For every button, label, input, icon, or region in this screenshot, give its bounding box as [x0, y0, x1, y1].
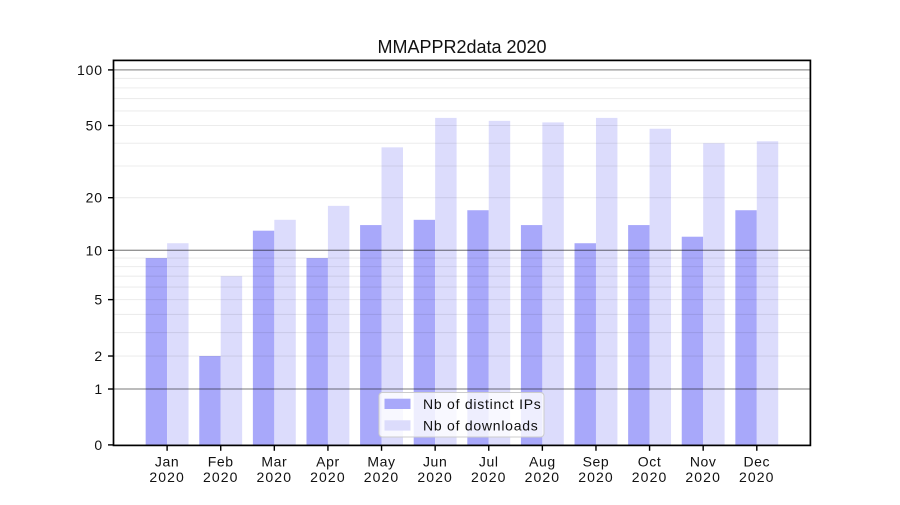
svg-text:50: 50: [86, 118, 103, 134]
svg-text:2020: 2020: [578, 469, 614, 485]
svg-text:Aug: Aug: [529, 454, 556, 470]
svg-text:Dec: Dec: [743, 454, 770, 470]
svg-text:May: May: [367, 454, 395, 470]
svg-text:2020: 2020: [739, 469, 775, 485]
svg-text:Nb of downloads: Nb of downloads: [423, 418, 539, 434]
svg-text:Feb: Feb: [208, 454, 234, 470]
svg-text:Sep: Sep: [583, 454, 610, 470]
svg-text:0: 0: [94, 437, 103, 453]
svg-text:2020: 2020: [149, 469, 185, 485]
svg-text:Nb of distinct IPs: Nb of distinct IPs: [423, 396, 542, 412]
svg-text:Oct: Oct: [638, 454, 662, 470]
svg-text:2020: 2020: [417, 469, 453, 485]
svg-text:2020: 2020: [203, 469, 239, 485]
svg-text:2: 2: [94, 348, 103, 364]
svg-text:Nov: Nov: [690, 454, 717, 470]
svg-text:5: 5: [94, 292, 103, 308]
svg-text:2020: 2020: [632, 469, 668, 485]
svg-text:2020: 2020: [685, 469, 721, 485]
svg-text:100: 100: [77, 62, 103, 78]
svg-text:10: 10: [86, 242, 103, 258]
svg-text:1: 1: [94, 381, 103, 397]
svg-text:Jan: Jan: [155, 454, 179, 470]
svg-text:Mar: Mar: [261, 454, 287, 470]
svg-text:Jun: Jun: [423, 454, 447, 470]
svg-text:2020: 2020: [525, 469, 561, 485]
svg-text:2020: 2020: [257, 469, 293, 485]
svg-text:2020: 2020: [310, 469, 346, 485]
svg-text:20: 20: [86, 190, 103, 206]
svg-text:Jul: Jul: [479, 454, 499, 470]
svg-text:Apr: Apr: [316, 454, 340, 470]
svg-text:2020: 2020: [364, 469, 400, 485]
svg-text:MMAPPR2data 2020: MMAPPR2data 2020: [377, 37, 546, 57]
svg-text:2020: 2020: [471, 469, 507, 485]
